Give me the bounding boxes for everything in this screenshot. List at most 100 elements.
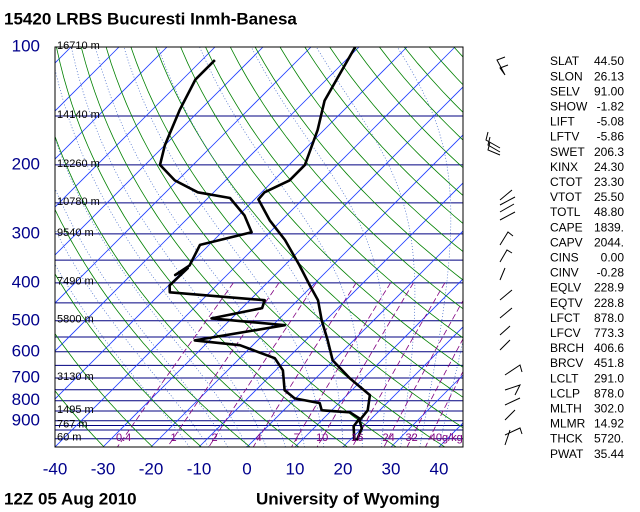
height-label: 5800 m — [57, 314, 94, 326]
index-name: SLAT — [550, 54, 580, 68]
index-name: CINS — [550, 250, 579, 264]
wind-barb — [499, 231, 514, 281]
moist-adiabat — [250, 47, 387, 447]
index-value: 302.0 — [594, 401, 624, 415]
moist-adiabat — [438, 339, 463, 447]
x-tick-label: 10 — [286, 459, 305, 478]
mixing-ratio-label: 2 — [211, 432, 217, 444]
dry-adiabat — [304, 47, 463, 224]
x-tick-label: 40 — [430, 459, 449, 478]
mixing-ratio-label: 10 — [316, 432, 328, 444]
mixing-ratio-line — [291, 282, 391, 447]
chart-title: 15420 LRBS Bucuresti Inmh-Banesa — [4, 9, 297, 28]
isotherm — [55, 47, 216, 208]
index-name: SWET — [550, 145, 585, 159]
dry-adiabat — [105, 47, 446, 447]
wind-barb — [499, 189, 516, 221]
index-name: BRCV — [550, 356, 583, 370]
dry-adiabat — [55, 273, 202, 447]
index-value: 44.50 — [594, 54, 624, 68]
dry-adiabat — [80, 47, 397, 447]
isotherm — [294, 278, 463, 447]
index-name: BRCH — [550, 341, 584, 355]
plot-frame — [54, 46, 464, 448]
temperature-line — [257, 47, 372, 441]
index-name: CTOT — [550, 175, 583, 189]
index-name: SELV — [550, 84, 580, 98]
index-name: LIFT — [550, 115, 575, 129]
dry-adiabat — [279, 47, 463, 253]
dry-adiabat — [205, 47, 463, 339]
index-name: CINV — [550, 266, 579, 280]
dry-adiabat — [55, 135, 300, 447]
index-name: LCLP — [550, 386, 580, 400]
height-label: 3130 m — [57, 371, 94, 383]
isotherm — [55, 47, 360, 352]
height-label: 12260 m — [57, 158, 100, 170]
index-value: 23.30 — [594, 175, 624, 189]
y-tick-label: 400 — [12, 272, 40, 291]
moist-adiabat — [316, 47, 416, 447]
x-tick-label: -30 — [91, 459, 116, 478]
index-value: 451.8 — [594, 356, 624, 370]
index-value: 406.6 — [594, 341, 624, 355]
index-name: EQLV — [550, 281, 581, 295]
wind-barb — [499, 289, 513, 351]
x-tick-label: -10 — [187, 459, 212, 478]
isotherm — [55, 47, 264, 256]
x-tick-label: -20 — [139, 459, 164, 478]
index-value: 291.0 — [594, 371, 624, 385]
index-value: 228.8 — [594, 296, 624, 310]
wind-barb — [504, 364, 523, 406]
height-label: 767 m — [57, 418, 88, 430]
y-tick-label: 800 — [12, 390, 40, 409]
index-name: EQTV — [550, 296, 583, 310]
dry-adiabat — [55, 390, 105, 447]
mixing-ratio-line — [406, 338, 463, 447]
moist-adiabat — [55, 67, 267, 447]
dry-adiabat — [155, 47, 463, 398]
index-name: LFTV — [550, 130, 579, 144]
index-value: 228.9 — [594, 281, 624, 295]
index-value: 773.3 — [594, 326, 624, 340]
index-value: 26.13 — [594, 69, 624, 83]
index-value: 5720. — [594, 432, 624, 446]
source-label: University of Wyoming — [256, 489, 440, 508]
mixing-ratio-line — [252, 282, 357, 447]
index-name: CAPE — [550, 220, 583, 234]
mixing-ratio-label: 0.4 — [116, 432, 131, 444]
index-name: LFCT — [550, 311, 581, 325]
height-label: 14140 m — [57, 109, 100, 121]
moist-adiabat — [55, 187, 229, 447]
y-tick-label: 500 — [12, 310, 40, 329]
index-name: LFCV — [550, 326, 581, 340]
y-tick-label: 100 — [12, 36, 40, 55]
mixing-ratio-label: 24 — [382, 432, 394, 444]
index-value: 1839. — [594, 220, 624, 234]
y-tick-label: 700 — [12, 368, 40, 387]
wind-barbs — [485, 56, 523, 446]
isotherm — [55, 47, 312, 304]
mixing-ratio-line — [117, 282, 234, 447]
index-value: -5.08 — [597, 115, 625, 129]
mixing-ratio-label: 32 — [405, 432, 417, 444]
index-value: 14.92 — [594, 417, 624, 431]
index-value: 48.80 — [594, 205, 624, 219]
height-label: 60 m — [57, 432, 81, 444]
index-name: THCK — [550, 432, 583, 446]
labels: -40 -30 -20 -10 0 10 20 30 400.4 1 2 4 7 10 16 24 32 40g/… — [12, 36, 625, 478]
wind-barb — [496, 56, 509, 76]
index-value: -0.28 — [597, 266, 625, 280]
dry-adiabat — [180, 47, 463, 368]
height-label: 7490 m — [57, 276, 94, 288]
index-value: -1.82 — [597, 99, 625, 113]
x-tick-label: 0 — [242, 459, 251, 478]
index-value: 35.44 — [594, 447, 624, 461]
index-name: SHOW — [550, 99, 588, 113]
isotherm — [342, 326, 463, 447]
mixing-ratio-line — [316, 282, 414, 447]
mixing-ratio-line — [208, 282, 317, 447]
dewpoint-line — [158, 59, 361, 441]
index-value: 24.30 — [594, 160, 624, 174]
time-label: 12Z 05 Aug 2010 — [4, 489, 137, 508]
